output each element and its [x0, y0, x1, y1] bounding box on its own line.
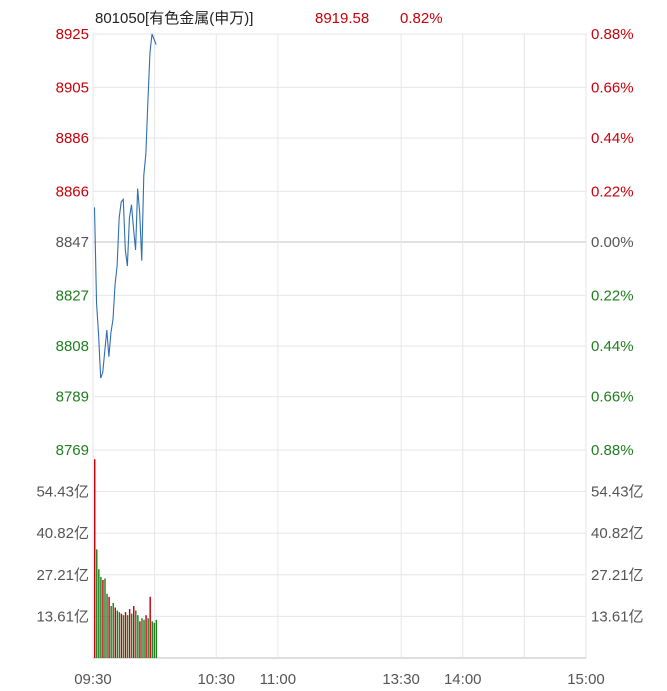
pct-tick-label: 0.44% [591, 338, 634, 355]
price-tick-label: 8789 [56, 389, 89, 406]
volume-bar [155, 619, 158, 658]
volume-bar [104, 578, 106, 658]
volume-tick-label: 27.21亿 [36, 567, 89, 584]
pct-tick-label: 0.00% [591, 234, 634, 251]
pct-tick-label: 0.88% [591, 442, 634, 459]
volume-tick-label: 54.43亿 [36, 484, 89, 501]
current-price: 8919.58 [315, 10, 369, 27]
price-tick-label: 8827 [56, 287, 89, 304]
volume-bar [100, 576, 102, 658]
price-tick-label: 8866 [56, 183, 89, 200]
price-line-layer [93, 33, 157, 379]
volume-bar [118, 612, 121, 658]
time-tick-label: 09:30 [74, 671, 112, 688]
volume-bar [108, 596, 110, 658]
pct-tick-label: 0.66% [591, 79, 634, 96]
volume-tick-label-right: 54.43亿 [591, 484, 644, 501]
volume-bar [153, 622, 156, 658]
volume-tick-label: 40.82亿 [36, 525, 89, 542]
volume-tick-label-right: 13.61亿 [591, 608, 644, 625]
time-tick-label: 14:00 [444, 671, 482, 688]
volume-bars [94, 459, 158, 658]
index-name: 801050[有色金属(申万)] [95, 10, 253, 27]
volume-bar [96, 549, 98, 658]
volume-bar [149, 596, 151, 658]
volume-bar [120, 613, 123, 658]
volume-bar [135, 610, 137, 658]
volume-bar [116, 610, 119, 658]
volume-tick-label-right: 40.82亿 [591, 525, 644, 542]
volume-bar [143, 619, 145, 658]
volume-bar [106, 593, 108, 658]
volume-bar [122, 615, 125, 658]
volume-bar [137, 615, 139, 658]
price-tick-label: 8905 [56, 79, 89, 96]
volume-bar [151, 621, 153, 658]
price-tick-label: 8925 [56, 26, 89, 43]
change-percent: 0.82% [400, 10, 443, 27]
volume-bar [128, 609, 131, 658]
volume-bar [124, 612, 127, 658]
grid [92, 33, 587, 659]
price-line [93, 33, 157, 379]
volume-bar [110, 606, 112, 658]
volume-bar [130, 613, 133, 658]
volume-bar [126, 615, 129, 658]
volume-bar [112, 602, 114, 658]
pct-tick-label: 0.22% [591, 287, 634, 304]
price-tick-label: 8808 [56, 338, 89, 355]
volume-bar [139, 621, 141, 658]
volume-bar [147, 618, 149, 658]
volume-bar [114, 607, 116, 658]
time-tick-label: 11:00 [260, 671, 296, 688]
pct-tick-label: 0.22% [591, 183, 634, 200]
time-tick-label: 13:30 [382, 671, 420, 688]
pct-tick-label: 0.44% [591, 130, 634, 147]
volume-bar [94, 459, 96, 658]
price-tick-label: 8886 [56, 130, 89, 147]
volume-tick-label: 13.61亿 [36, 608, 89, 625]
time-tick-label: 15:00 [567, 671, 605, 688]
pct-tick-label: 0.88% [591, 26, 634, 43]
volume-bar [145, 615, 147, 658]
time-tick-label: 10:30 [197, 671, 235, 688]
volume-bar [102, 580, 104, 658]
price-tick-label: 8847 [56, 234, 89, 251]
volume-bar [141, 618, 143, 658]
pct-tick-label: 0.66% [591, 389, 634, 406]
price-tick-label: 8769 [56, 442, 89, 459]
volume-tick-label-right: 27.21亿 [591, 567, 644, 584]
axis-labels: 8925 0.88% 8905 0.66% 8886 0.44% 8866 0.22% 8847… [36, 26, 643, 688]
volume-bar [98, 569, 100, 658]
volume-bar [133, 606, 135, 658]
